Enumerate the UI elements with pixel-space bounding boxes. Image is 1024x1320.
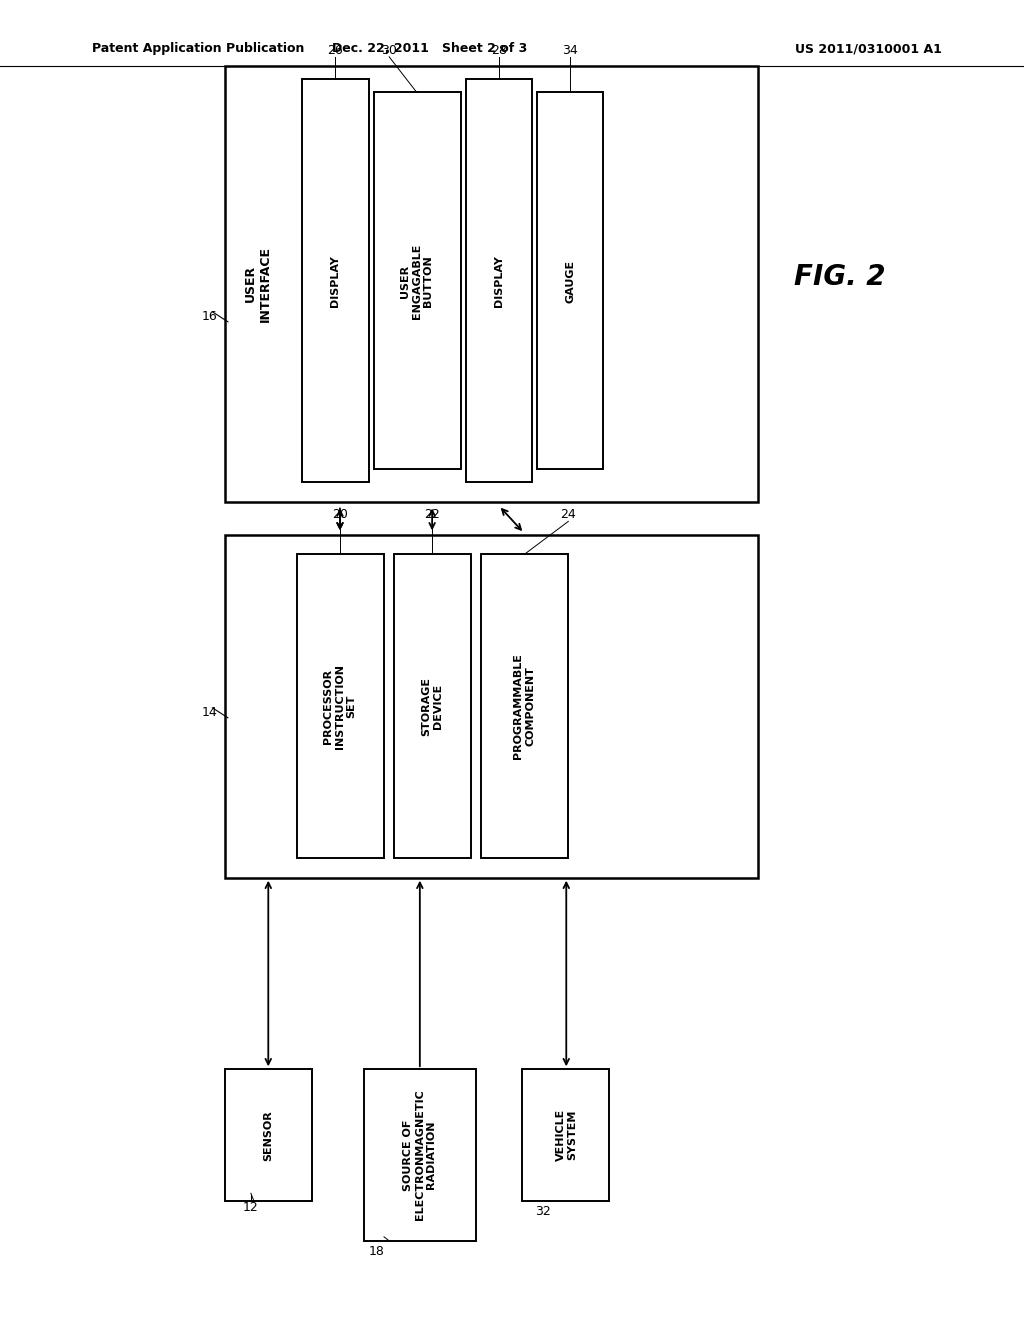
Text: USER
INTERFACE: USER INTERFACE	[244, 246, 272, 322]
Text: DISPLAY: DISPLAY	[494, 255, 504, 308]
Text: Patent Application Publication: Patent Application Publication	[92, 42, 304, 55]
FancyBboxPatch shape	[302, 79, 369, 482]
FancyBboxPatch shape	[225, 66, 758, 502]
Text: 16: 16	[202, 310, 218, 323]
Text: 22: 22	[424, 508, 440, 521]
Text: 12: 12	[243, 1201, 259, 1214]
FancyBboxPatch shape	[466, 79, 532, 482]
Text: PROCESSOR
INSTRUCTION
SET: PROCESSOR INSTRUCTION SET	[324, 664, 356, 748]
Text: US 2011/0310001 A1: US 2011/0310001 A1	[796, 42, 942, 55]
Text: SENSOR: SENSOR	[263, 1110, 273, 1160]
Text: 24: 24	[560, 508, 577, 521]
Text: GAUGE: GAUGE	[565, 260, 575, 302]
Text: FIG. 2: FIG. 2	[794, 263, 886, 292]
FancyBboxPatch shape	[537, 92, 603, 469]
FancyBboxPatch shape	[481, 554, 568, 858]
Text: 32: 32	[535, 1205, 551, 1218]
Text: 34: 34	[562, 44, 579, 57]
Text: 20: 20	[332, 508, 348, 521]
FancyBboxPatch shape	[364, 1069, 476, 1241]
Text: 28: 28	[490, 44, 507, 57]
Text: DISPLAY: DISPLAY	[330, 255, 340, 308]
FancyBboxPatch shape	[225, 1069, 312, 1201]
Text: 18: 18	[369, 1245, 385, 1258]
Text: Dec. 22, 2011   Sheet 2 of 3: Dec. 22, 2011 Sheet 2 of 3	[333, 42, 527, 55]
Text: VEHICLE
SYSTEM: VEHICLE SYSTEM	[555, 1109, 578, 1162]
Text: 30: 30	[381, 44, 397, 57]
Text: STORAGE
DEVICE: STORAGE DEVICE	[421, 677, 443, 735]
FancyBboxPatch shape	[374, 92, 461, 469]
Text: USER
ENGAGABLE
BUTTON: USER ENGAGABLE BUTTON	[400, 243, 433, 319]
Text: PROGRAMMABLE
COMPONENT: PROGRAMMABLE COMPONENT	[513, 653, 536, 759]
FancyBboxPatch shape	[297, 554, 384, 858]
FancyBboxPatch shape	[522, 1069, 609, 1201]
Text: 26: 26	[327, 44, 343, 57]
Text: 14: 14	[202, 706, 218, 719]
FancyBboxPatch shape	[394, 554, 471, 858]
FancyBboxPatch shape	[225, 535, 758, 878]
Text: SOURCE OF
ELECTRONMAGNETIC
RADIATION: SOURCE OF ELECTRONMAGNETIC RADIATION	[403, 1089, 436, 1221]
